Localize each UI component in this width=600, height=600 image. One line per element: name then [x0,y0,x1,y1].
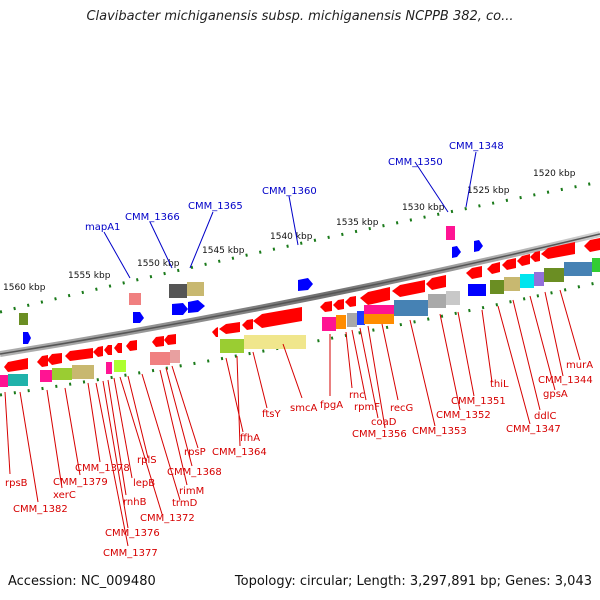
label-gpsA: gpsA [543,389,568,400]
label-thiL: thiL [490,379,509,390]
scale-labels: 1560 kbp 1555 kbp 1550 kbp 1545 kbp 1540… [3,169,576,293]
forward-gene [133,312,144,323]
reverse-genes [4,238,600,372]
reverse-gene [333,299,344,310]
reverse-gene [360,287,390,305]
forward-gene [23,332,31,344]
label-CMM_1377: CMM_1377 [103,548,158,559]
scale-1545: 1545 kbp [202,246,245,256]
label-CMM_1344: CMM_1344 [538,375,593,386]
label-rpsB: rpsB [5,478,28,489]
label-coaD: coaD [371,417,397,428]
reverse-gene [530,251,540,262]
inner-tick-ring [0,280,600,397]
label-rplS: rplS [137,455,157,466]
label-CMM_1379: CMM_1379 [53,477,108,488]
reverse-gene [320,301,332,312]
forward-gene [188,300,205,313]
map-title: Clavibacter michiganensis subsp. michiga… [86,9,514,24]
label-CMM_1368: CMM_1368 [167,467,222,478]
outer-tick-ring [0,180,600,314]
label-CMM_1378: CMM_1378 [75,463,130,474]
label-rnhB: rnhB [123,497,147,508]
reverse-gene [126,340,137,351]
reverse-gene [104,345,112,355]
label-CMM_1350: CMM_1350 [388,157,443,168]
label-CMM_1376: CMM_1376 [105,528,160,539]
reverse-labels: rpsB CMM_1382 xerC CMM_1379 CMM_1378 CMM… [5,360,593,559]
forward-gene [298,278,313,291]
reverse-gene [502,258,516,270]
reverse-gene [47,353,62,365]
label-recG: recG [390,403,413,414]
scale-1520: 1520 kbp [533,169,576,179]
label-ftsY: ftsY [262,409,281,420]
forward-genes [23,240,486,344]
reverse-gene [212,327,218,337]
label-rpsP: rpsP [184,447,206,458]
label-CMM_1366: CMM_1366 [125,212,180,223]
label-smcA: smcA [290,403,317,414]
reverse-gene [345,296,356,307]
reverse-gene [93,346,103,357]
scale-1535: 1535 kbp [336,218,379,228]
label-ddlC: ddlC [534,411,556,422]
forward-labels: mapA1 CMM_1366 CMM_1365 CMM_1360 CMM_135… [85,141,504,233]
forward-leaders [103,151,477,279]
label-CMM_1360: CMM_1360 [262,186,317,197]
reverse-gene [242,319,253,330]
forward-gene [474,240,483,252]
reverse-gene [517,254,530,266]
reverse-gene [219,322,240,334]
forward-annotation-blocks [19,226,455,325]
reverse-leaders [4,289,581,547]
scale-1525: 1525 kbp [467,186,510,196]
scale-1530: 1530 kbp [402,203,445,213]
reverse-gene [541,242,575,259]
label-CMM_1382: CMM_1382 [13,504,68,515]
scale-1540: 1540 kbp [270,232,313,242]
label-rimM: rimM [179,486,204,497]
label-lepB: lepB [133,478,155,489]
forward-gene [468,284,486,296]
reverse-gene [487,262,500,274]
reverse-gene [392,280,425,297]
label-CMM_1365: CMM_1365 [188,201,243,212]
label-murA: murA [566,360,593,371]
label-trmD: trmD [172,498,198,509]
label-xerC: xerC [53,490,76,501]
label-mapA1: mapA1 [85,222,120,233]
label-ffhA: ffhA [240,433,260,444]
label-rpmF: rpmF [354,402,380,413]
label-CMM_1348: CMM_1348 [449,141,504,152]
reverse-gene [466,266,482,279]
reverse-gene [426,275,446,290]
reverse-gene [37,355,48,367]
label-CMM_1351: CMM_1351 [451,396,506,407]
scale-1555: 1555 kbp [68,271,111,281]
reverse-gene [4,358,28,372]
label-CMM_1353: CMM_1353 [412,426,467,437]
reverse-gene [65,348,93,361]
reverse-gene [164,334,176,345]
label-rnc: rnc [349,390,365,401]
genome-summary-text: Topology: circular; Length: 3,297,891 bp… [234,574,592,589]
label-fpgA: fpgA [320,400,343,411]
reverse-gene [584,238,600,252]
reverse-gene [152,336,164,347]
label-CMM_1364: CMM_1364 [212,447,267,458]
reverse-annotation-blocks [0,258,600,387]
label-CMM_1352: CMM_1352 [436,410,491,421]
reverse-gene [114,343,122,353]
scale-1550: 1550 kbp [137,259,180,269]
scale-1560: 1560 kbp [3,283,46,293]
reverse-gene [253,307,302,328]
label-CMM_1372: CMM_1372 [140,513,195,524]
forward-gene [172,303,188,315]
forward-gene [452,246,461,258]
label-CMM_1356: CMM_1356 [352,429,407,440]
accession-text: Accession: NC_009480 [8,574,156,589]
label-CMM_1347: CMM_1347 [506,424,561,435]
